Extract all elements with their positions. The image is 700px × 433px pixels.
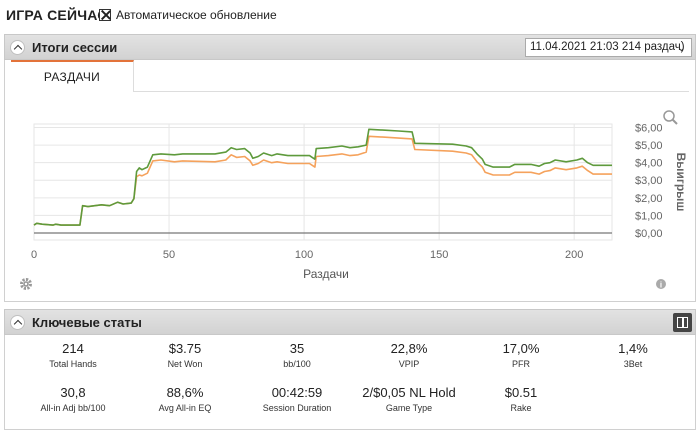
collapse-stats-icon[interactable]	[10, 315, 25, 330]
y-tick-label: $2,00	[635, 193, 663, 205]
winnings-chart: 0 50 100 150 200 $0,00 $1,00 $2,00 $3,00 $4,00 $5…	[20, 110, 688, 290]
stat-label: Avg All-in EQ	[158, 403, 212, 413]
stat-cell: $0.51 Rake	[465, 385, 577, 413]
x-axis-label: Раздачи	[303, 267, 349, 281]
y-axis-label: Выигрыш	[674, 153, 688, 212]
stat-label: All-in Adj bb/100	[40, 403, 106, 413]
stat-label: 3Bet	[623, 359, 643, 369]
stat-cell: 35 bb/100	[241, 341, 353, 369]
stat-label: VPIP	[398, 359, 420, 369]
session-panel-header: Итоги сессии 11.04.2021 21:03 214 раздач…	[4, 34, 696, 60]
y-tick-label: $0,00	[635, 228, 663, 240]
tab-hands-label: РАЗДАЧИ	[43, 70, 101, 84]
session-panel-title: Итоги сессии	[32, 40, 118, 55]
stat-cell: 17,0% PFR	[465, 341, 577, 369]
svg-text:i: i	[660, 281, 662, 290]
stat-label: Session Duration	[262, 403, 332, 413]
stats-panel-header: Ключевые статы	[4, 309, 696, 335]
stat-value: 214	[62, 341, 84, 356]
stat-value: 35	[289, 341, 305, 356]
stat-label: PFR	[512, 359, 530, 369]
series-line-green	[33, 128, 612, 226]
stat-value: $0.51	[504, 385, 538, 400]
y-tick-label: $5,00	[635, 140, 663, 152]
y-axis-ticks: $0,00 $1,00 $2,00 $3,00 $4,00 $5,00 $6,00	[635, 123, 663, 240]
x-tick-label: 200	[565, 249, 583, 261]
stat-label: bb/100	[283, 359, 311, 369]
stats-panel-body: 214 Total Hands $3.75 Net Won 35 bb/100 22,8% V…	[4, 335, 696, 430]
stat-label: Total Hands	[49, 359, 97, 369]
x-tick-label: 100	[295, 249, 313, 261]
x-axis-ticks: 0 50 100 150 200	[31, 249, 583, 261]
stat-value: 30,8	[60, 385, 86, 400]
stat-cell: 1,4% 3Bet	[577, 341, 689, 369]
stat-value: 00:42:59	[271, 385, 323, 400]
stat-cell: 88,6% Avg All-in EQ	[129, 385, 241, 413]
session-panel-body: РАЗДАЧИ 0 50 100 150 200 $0,00 $1,00 $2,00 $3,0…	[4, 60, 696, 302]
tab-divider	[134, 91, 689, 92]
stat-cell: 00:42:59 Session Duration	[241, 385, 353, 413]
top-header: ИГРА СЕЙЧАС Автоматическое обновление	[0, 0, 700, 30]
stat-cell: 2/$0,05 NL Hold Game Type	[353, 385, 465, 413]
stat-value: 1,4%	[618, 341, 648, 356]
stat-label: Game Type	[385, 403, 433, 413]
page-title: ИГРА СЕЙЧАС	[6, 7, 108, 23]
collapse-icon[interactable]	[10, 40, 25, 55]
stat-value: $3.75	[168, 341, 202, 356]
plot-area	[33, 123, 613, 241]
chevron-down-icon: ⌄	[676, 42, 686, 54]
stat-value: 22,8%	[390, 341, 428, 356]
stats-panel-title: Ключевые статы	[32, 315, 142, 330]
zoom-icon[interactable]	[663, 110, 678, 125]
stat-value: 17,0%	[502, 341, 540, 356]
x-tick-label: 50	[163, 249, 175, 261]
info-icon[interactable]: i	[656, 279, 666, 290]
auto-update-toggle[interactable]: Автоматическое обновление	[99, 8, 277, 22]
gear-icon[interactable]	[20, 278, 32, 290]
stat-value: 2/$0,05 NL Hold	[362, 385, 456, 400]
y-tick-label: $6,00	[635, 123, 663, 135]
stat-label: Net Won	[167, 359, 203, 369]
chart-grid	[33, 123, 613, 241]
y-tick-label: $4,00	[635, 158, 663, 170]
tab-hands[interactable]: РАЗДАЧИ	[11, 60, 134, 92]
y-tick-label: $3,00	[635, 175, 663, 187]
session-selector[interactable]: 11.04.2021 21:03 214 раздач) ⌄	[525, 38, 692, 57]
stat-cell: $3.75 Net Won	[129, 341, 241, 369]
layout-toggle-icon[interactable]	[673, 313, 692, 332]
x-tick-label: 150	[430, 249, 448, 261]
y-tick-label: $1,00	[635, 210, 663, 222]
session-selector-value: 11.04.2021 21:03 214 раздач)	[530, 41, 685, 53]
stat-label: Rake	[510, 403, 532, 413]
chart-lines	[33, 128, 612, 226]
stat-cell: 214 Total Hands	[17, 341, 129, 369]
stat-value: 88,6%	[166, 385, 204, 400]
auto-update-label: Автоматическое обновление	[116, 8, 277, 22]
auto-update-checkbox[interactable]	[99, 9, 111, 21]
stat-cell: 30,8 All-in Adj bb/100	[17, 385, 129, 413]
x-tick-label: 0	[31, 249, 37, 261]
stat-cell: 22,8% VPIP	[353, 341, 465, 369]
